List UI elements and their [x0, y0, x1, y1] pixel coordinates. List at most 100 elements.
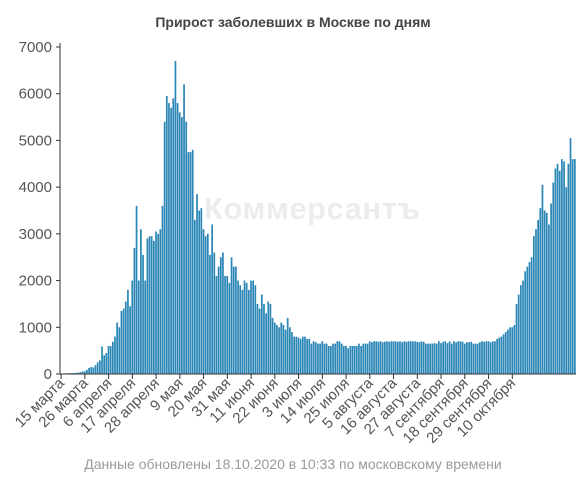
- bar: [181, 117, 183, 374]
- bar: [176, 103, 179, 374]
- bar: [165, 96, 168, 375]
- bar: [152, 240, 155, 374]
- bar: [571, 159, 574, 374]
- bar: [73, 372, 75, 374]
- bar: [209, 254, 211, 374]
- bar: [435, 343, 438, 374]
- bar: [384, 341, 386, 374]
- bar: [301, 336, 304, 374]
- bar: [567, 163, 570, 374]
- bar: [543, 210, 546, 374]
- bar: [265, 313, 267, 374]
- bar: [258, 308, 261, 374]
- bar: [355, 345, 358, 374]
- bar: [79, 372, 82, 374]
- bar: [429, 343, 432, 374]
- bar: [407, 341, 410, 374]
- bar: [256, 303, 259, 374]
- bar: [483, 341, 486, 374]
- bar: [412, 341, 414, 374]
- bar: [94, 365, 97, 374]
- bar: [500, 336, 503, 374]
- bar: [144, 280, 147, 374]
- bar: [120, 310, 123, 374]
- bar: [289, 327, 291, 374]
- bar: [457, 341, 460, 374]
- bar: [273, 322, 276, 374]
- bar: [552, 182, 555, 374]
- bar: [558, 170, 561, 374]
- bar: [502, 334, 505, 374]
- bar: [338, 341, 341, 374]
- y-tick-label: 1000: [19, 319, 52, 336]
- bar: [308, 338, 311, 374]
- bar: [114, 336, 116, 374]
- bar: [377, 341, 380, 374]
- bar: [226, 275, 229, 374]
- bar: [83, 371, 86, 374]
- bar: [217, 266, 220, 374]
- bar: [554, 168, 557, 374]
- bar: [347, 348, 350, 374]
- bar: [368, 341, 371, 374]
- bar: [334, 343, 337, 374]
- bar: [146, 238, 149, 374]
- bar: [96, 362, 99, 374]
- bar: [271, 317, 274, 374]
- bar: [548, 224, 550, 374]
- bar: [466, 342, 468, 374]
- bar: [206, 233, 209, 374]
- bar: [517, 294, 520, 374]
- bar: [507, 329, 509, 374]
- bar: [90, 366, 93, 374]
- bar: [511, 327, 514, 374]
- bar: [243, 280, 246, 374]
- bar: [522, 280, 524, 374]
- bar: [563, 161, 565, 374]
- bar: [459, 341, 462, 374]
- y-tick-label: 3000: [19, 226, 52, 243]
- bar: [573, 159, 576, 374]
- bar: [263, 303, 265, 374]
- bar: [157, 233, 160, 374]
- bar: [124, 301, 127, 374]
- bar: [351, 345, 354, 374]
- bar: [150, 236, 153, 374]
- bar: [241, 289, 244, 374]
- bar: [433, 343, 436, 374]
- bar: [479, 342, 481, 374]
- bar: [353, 345, 356, 374]
- bar: [535, 229, 537, 374]
- bar: [537, 219, 539, 374]
- bar: [168, 103, 170, 374]
- bar: [319, 343, 321, 374]
- bar: [105, 352, 108, 374]
- bar: [448, 341, 451, 374]
- bar: [371, 342, 373, 374]
- bar: [520, 285, 522, 374]
- bar: [504, 331, 507, 374]
- y-tick-label: 0: [44, 366, 52, 383]
- bar: [470, 341, 473, 374]
- bar: [284, 329, 287, 374]
- bar: [381, 342, 384, 374]
- bar: [561, 159, 563, 374]
- bar: [183, 84, 185, 375]
- bar: [524, 271, 527, 374]
- bar: [118, 327, 121, 374]
- bar: [291, 331, 293, 374]
- bar: [321, 341, 324, 374]
- bar: [222, 252, 224, 374]
- bar: [161, 205, 164, 374]
- bar: [295, 336, 298, 374]
- bar: [440, 343, 442, 374]
- bar: [332, 343, 334, 374]
- bar: [358, 343, 360, 374]
- bar: [194, 219, 196, 374]
- bar: [196, 194, 198, 374]
- bar: [489, 342, 492, 374]
- bar: [276, 324, 278, 374]
- bar: [463, 343, 466, 374]
- bar: [204, 236, 207, 374]
